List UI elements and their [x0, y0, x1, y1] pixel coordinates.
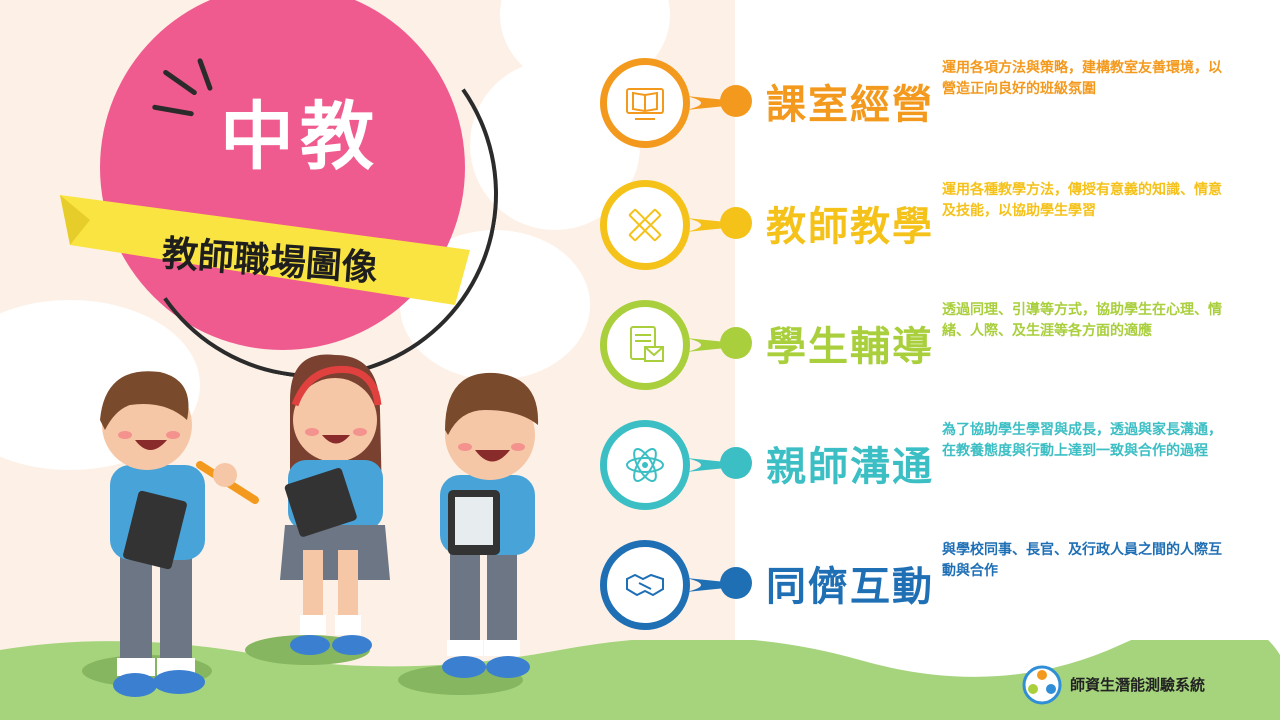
item-description: 透過同理、引導等方式，協助學生在心理、情緒、人際、及生涯等各方面的適應 [942, 302, 1222, 339]
ribbon [60, 195, 470, 305]
item-description: 與學校同事、長官、及行政人員之間的人際互動與合作 [942, 542, 1222, 579]
connector [686, 578, 726, 592]
connector-dot [720, 567, 752, 599]
item-label: 課室經營 [766, 82, 934, 128]
item-description: 運用各項方法與策略，建構教室友善環境，以營造正向良好的班級氛圍 [942, 60, 1222, 97]
right-panel [735, 0, 1280, 720]
parent-teacher-communication-icon-circle [600, 420, 690, 510]
item-description: 為了協助學生學習與成長，透過與家長溝通，在教養態度與行動上達到一致與合作的過程 [942, 422, 1222, 459]
item-classroom-management: 課室經營 運用各項方法與策略，建構教室友善環境，以營造正向良好的班級氛圍 [600, 58, 1280, 158]
book-monitor-icon [626, 88, 664, 120]
page-title: 中教 [220, 94, 380, 180]
item-description: 運用各種教學方法，傳授有意義的知識、情意及技能，以協助學生學習 [942, 182, 1222, 219]
connector [686, 338, 726, 352]
connector-dot [720, 85, 752, 117]
boy-with-tablet-illustration [100, 371, 259, 697]
item-label: 教師教學 [766, 204, 934, 250]
document-mail-icon [630, 326, 664, 362]
connector-dot [720, 207, 752, 239]
girl-with-notebook-illustration [280, 354, 390, 655]
item-label: 學生輔導 [766, 324, 934, 370]
grass-ground [0, 640, 1280, 720]
item-label: 同儕互動 [766, 564, 934, 610]
connector [686, 218, 726, 232]
item-label: 親師溝通 [766, 444, 934, 490]
pencil-ruler-icon [628, 208, 662, 242]
connector-dot [720, 447, 752, 479]
system-logo-icon [1022, 665, 1062, 705]
item-student-counseling: 學生輔導 透過同理、引導等方式，協助學生在心理、情緒、人際、及生涯等各方面的適應 [600, 300, 1280, 400]
connector [686, 458, 726, 472]
peer-interaction-icon-circle [600, 540, 690, 630]
laughing-boy-illustration [440, 372, 539, 678]
teacher-teaching-icon-circle [600, 180, 690, 270]
connector-dot [720, 327, 752, 359]
atom-icon [626, 448, 664, 482]
item-peer-interaction: 同儕互動 與學校同事、長官、及行政人員之間的人際互動與合作 [600, 540, 1280, 640]
connector [686, 96, 726, 110]
item-parent-teacher-communication: 親師溝通 為了協助學生學習與成長，透過與家長溝通，在教養態度與行動上達到一致與合… [600, 420, 1280, 520]
logo-text: 師資生潛能測驗系統 [1070, 676, 1206, 694]
handshake-icon [626, 573, 664, 597]
student-counseling-icon-circle [600, 300, 690, 390]
item-teacher-teaching: 教師教學 運用各種教學方法，傳授有意義的知識、情意及技能，以協助學生學習 [600, 180, 1280, 280]
classroom-management-icon-circle [600, 58, 690, 148]
ribbon-shape [60, 195, 470, 305]
